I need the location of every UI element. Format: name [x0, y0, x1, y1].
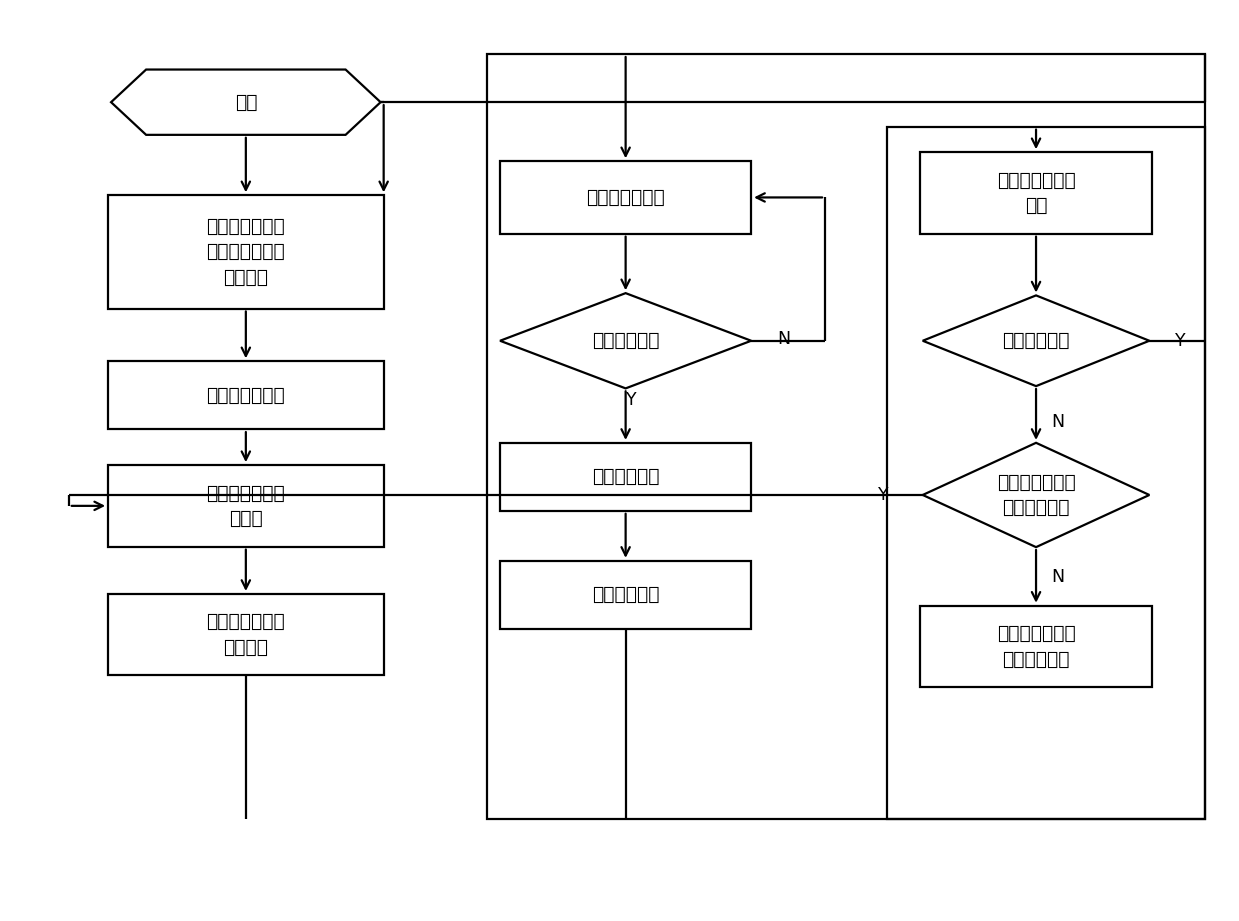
Text: N: N — [1052, 414, 1064, 431]
Text: Y: Y — [877, 486, 888, 504]
Bar — [108, 361, 384, 429]
Text: 没有失步继续执
行下一个动作: 没有失步继续执 行下一个动作 — [996, 624, 1075, 669]
Text: 轨迹控制指令: 轨迹控制指令 — [592, 332, 659, 350]
Bar — [501, 443, 751, 511]
Bar — [501, 161, 751, 234]
Text: 经过测量区域: 经过测量区域 — [592, 585, 659, 604]
Bar — [108, 465, 384, 547]
Text: 运动至参考零位
理论值: 运动至参考零位 理论值 — [207, 484, 285, 529]
Text: 采集十字靶标的
位置: 采集十字靶标的 位置 — [996, 170, 1075, 216]
Text: N: N — [1052, 567, 1064, 586]
Bar — [501, 561, 751, 629]
Bar — [487, 54, 1206, 819]
Text: 执行控制轨迹: 执行控制轨迹 — [592, 467, 659, 486]
Text: Y: Y — [1176, 332, 1186, 350]
Text: 机械臂找零完毕: 机械臂找零完毕 — [586, 188, 665, 207]
Bar — [919, 606, 1152, 687]
Bar — [108, 195, 384, 309]
Bar — [108, 594, 384, 675]
Bar — [887, 127, 1206, 819]
Bar — [919, 152, 1152, 234]
Text: 机械臂驱动断电
并人工拖动到自
然下垂位: 机械臂驱动断电 并人工拖动到自 然下垂位 — [207, 216, 285, 287]
Text: 机械臂驱动上电: 机械臂驱动上电 — [207, 386, 285, 404]
Text: 偏差位于阈值上
限和下限之间: 偏差位于阈值上 限和下限之间 — [996, 472, 1075, 518]
Text: 开始: 开始 — [234, 93, 256, 111]
Text: Y: Y — [627, 391, 637, 409]
Text: N: N — [777, 330, 790, 348]
Text: 偏差超过上限: 偏差超过上限 — [1002, 332, 1069, 350]
Text: 各关节通过找零
装置找零: 各关节通过找零 装置找零 — [207, 612, 285, 657]
